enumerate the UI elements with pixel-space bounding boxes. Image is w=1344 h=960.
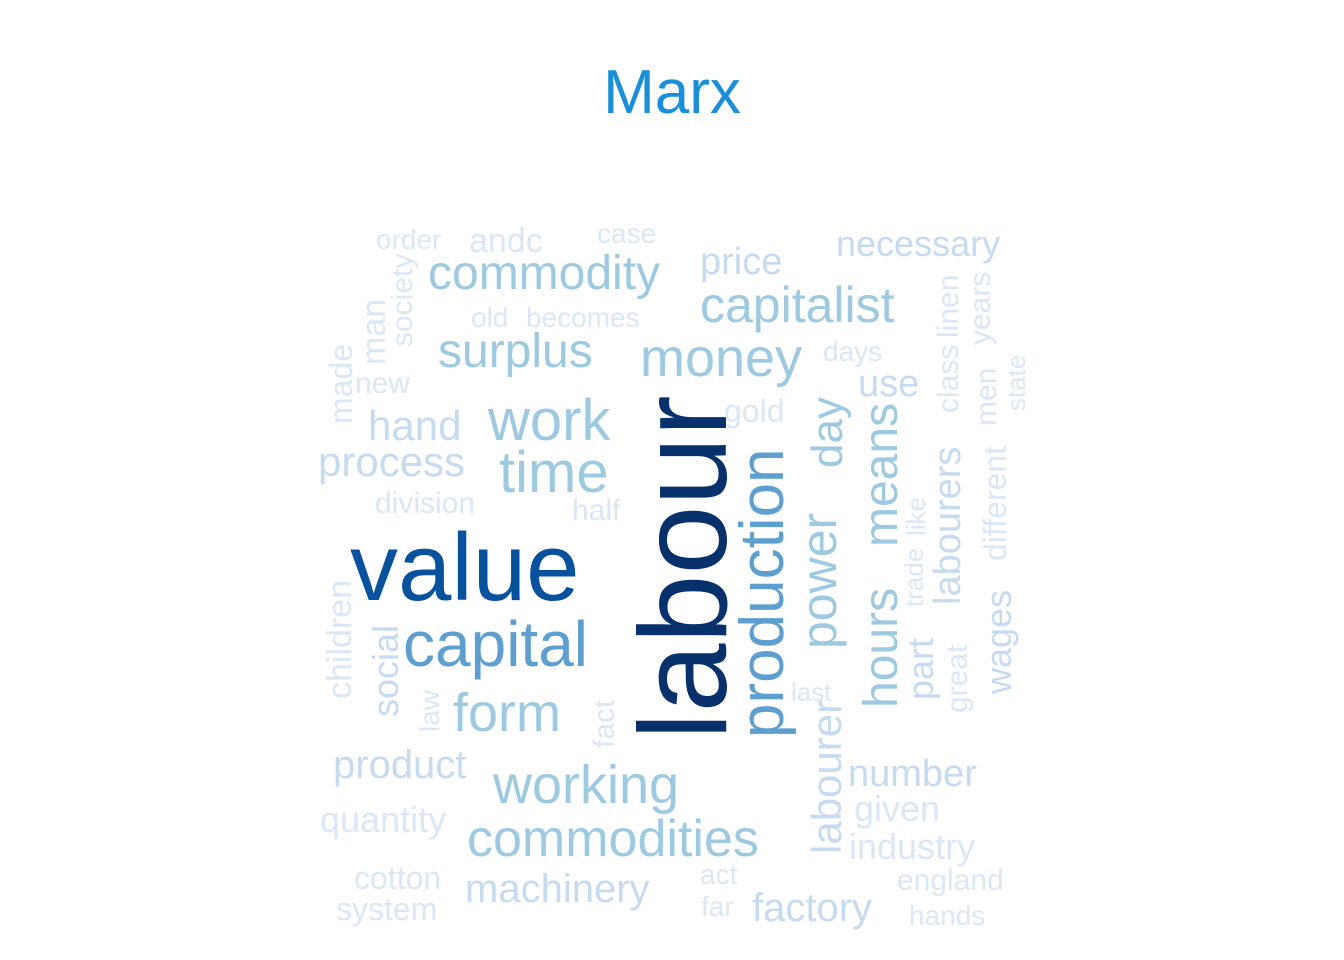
word-trade: trade [899,548,929,608]
word-half: half [572,494,621,527]
word-order: order [376,224,442,255]
word-number: number [848,753,977,795]
word-hand: hand [368,402,462,449]
word-labourers: labourers [927,447,969,606]
word-days: days [823,336,883,367]
word-children: children [321,580,359,700]
word-like: like [901,497,931,537]
word-process: process [318,438,466,485]
word-men: men [970,368,1003,427]
word-fact: fact [588,700,621,749]
word-machinery: machinery [465,867,650,911]
word-quantity: quantity [320,799,447,840]
word-part: part [900,638,941,701]
word-great: great [941,645,974,714]
word-factory: factory [752,886,873,930]
word-becomes: becomes [526,302,640,333]
word-product: product [333,743,467,787]
word-made: made [323,344,359,425]
word-class: class [932,345,965,414]
word-working: working [493,755,680,815]
word-linen: linen [932,275,965,339]
word-gold: gold [724,393,785,429]
word-old: old [471,302,509,333]
word-years: years [964,272,997,346]
word-commodities: commodities [467,810,759,868]
word-last: last [791,677,832,707]
chart-title: Marx [603,58,741,127]
word-production: production [728,448,797,738]
word-england: england [897,864,1004,897]
word-andc: andc [469,222,543,260]
word-given: given [854,788,941,829]
word-work: work [488,388,611,453]
word-cotton: cotton [354,860,442,896]
word-division: division [375,487,476,520]
word-surplus: surplus [438,325,593,378]
word-system: system [336,891,438,927]
word-value: value [350,514,580,621]
word-capital: capital [403,608,588,680]
word-wages: wages [978,590,1019,695]
word-means: means [855,403,908,548]
word-far: far [701,891,734,922]
word-labourer: labourer [803,700,850,855]
word-state: state [1001,355,1031,412]
word-necessary: necessary [836,223,1001,264]
word-hands: hands [909,900,986,931]
word-new: new [355,367,411,400]
word-social: social [365,625,406,718]
word-case: case [597,218,657,249]
word-form: form [453,683,561,743]
word-use: use [858,363,920,405]
word-capitalist: capitalist [700,277,895,333]
word-man: man [355,299,393,366]
word-price: price [700,241,783,283]
word-different: different [977,446,1013,562]
word-time: time [499,440,609,505]
word-industry: industry [849,826,976,867]
word-power: power [791,513,847,650]
word-day: day [803,397,852,468]
word-law: law [414,690,445,733]
word-commodity: commodity [428,247,661,300]
word-money: money [640,328,803,388]
word-act: act [700,859,738,890]
